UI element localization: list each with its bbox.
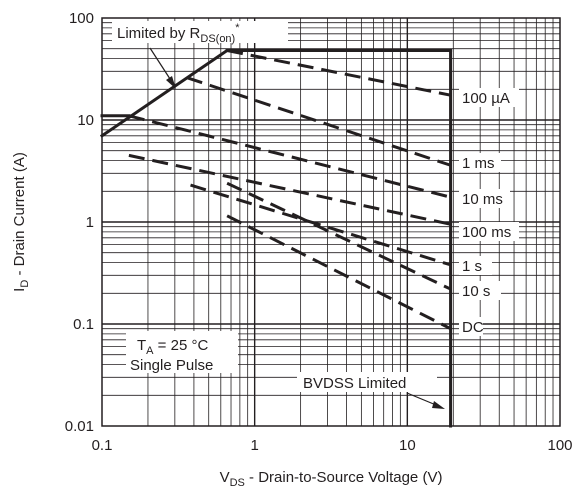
conditions-annotation: TA = 25 °C Single Pulse: [126, 331, 238, 374]
series-labels: 100 µA 1 ms 10 ms 100 ms 1 s 10 s DC: [459, 88, 519, 336]
bvdss-arrowhead: [432, 401, 445, 409]
rds-on-annotation: Limited by RDS(on)*: [112, 21, 288, 89]
series-label-box-1-ms: [459, 153, 501, 172]
plot-frame: [101, 17, 561, 427]
bvdss-annotation: BVDSS Limited: [297, 372, 445, 409]
plot-marks: [99, 48, 453, 428]
series-label-box-dc: [459, 317, 483, 336]
bvdss-label: BVDSS Limited: [303, 375, 406, 392]
rds-on-label: Limited by RDS(on)*: [117, 22, 240, 45]
series-label-1-s: 1 s: [462, 258, 482, 275]
rds-on-arrow: [149, 47, 173, 83]
bvdss-arrow: [406, 392, 437, 406]
y-tick-label: 0.01: [65, 418, 94, 435]
series-label-box-10-s: [459, 281, 501, 300]
rds-on-label-box: [112, 21, 288, 43]
series-label-10-s: 10 s: [462, 283, 490, 300]
series-label-box-1-s: [459, 256, 492, 275]
y-tick-label: 0.1: [73, 316, 94, 333]
x-tick-labels: 0.1 1 10 100: [92, 437, 573, 454]
rds-on-limit-line: [99, 48, 230, 138]
series-label-100-a: 100 µA: [462, 90, 510, 107]
y-tick-label: 100: [69, 10, 94, 27]
series-line-10-ms: [128, 114, 451, 199]
series-line-10-s: [226, 181, 452, 291]
y-axis-label: ID - Drain Current (A): [11, 152, 31, 292]
x-tick-label: 0.1: [92, 437, 113, 454]
y-tick-label: 10: [77, 112, 94, 129]
grid: [102, 18, 560, 426]
conditions-line-1: TA = 25 °C: [137, 337, 208, 357]
conditions-box: [126, 331, 238, 373]
series-label-box-100-ms: [459, 222, 519, 241]
x-tick-label: 1: [250, 437, 258, 454]
rds-on-arrowhead: [166, 76, 176, 89]
series-label-10-ms: 10 ms: [462, 191, 503, 208]
x-axis-label: VDS - Drain-to-Source Voltage (V): [220, 469, 443, 489]
x-tick-label: 10: [399, 437, 416, 454]
series-label-1-ms: 1 ms: [462, 155, 495, 172]
series-line-1-s: [190, 183, 452, 267]
series-line-100-a: [226, 49, 451, 97]
y-tick-labels: 0.01 0.1 1 10 100: [65, 10, 94, 435]
series-line-dc: [226, 214, 452, 331]
series-line-1-ms: [186, 76, 452, 167]
conditions-line-2: Single Pulse: [130, 357, 213, 374]
series-label-box-100-a: [459, 88, 519, 107]
series-label-dc: DC: [462, 319, 484, 336]
series-label-box-10-ms: [459, 189, 510, 208]
series-line-100-ms: [128, 153, 451, 226]
y-tick-label: 1: [86, 214, 94, 231]
x-tick-label: 100: [547, 437, 572, 454]
bvdss-label-box: [297, 372, 437, 392]
series-label-100-ms: 100 ms: [462, 224, 511, 241]
